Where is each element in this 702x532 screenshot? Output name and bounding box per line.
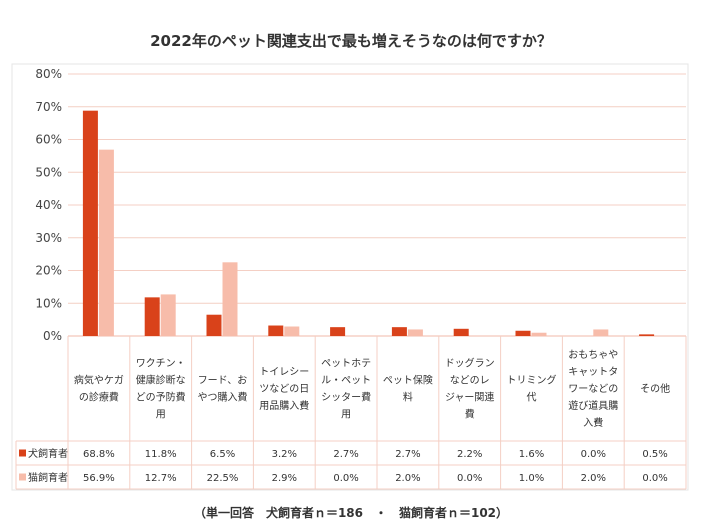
category-label: トリミング [507,374,557,387]
category-label: の診療費 [79,391,119,404]
category-label: その他 [640,382,670,395]
bar-cat [407,329,423,336]
category-label: ツなどの日 [259,383,309,395]
category-label: 健康診断な [136,374,186,387]
data-label: 12.7% [145,473,177,484]
category-label: ワーなどの [568,383,618,395]
category-label: ジャー関連 [445,391,495,404]
category-label: ワクチン・ [136,358,186,370]
data-label: 11.8% [145,449,177,460]
bar-dog [453,328,469,336]
legend-label: 猫飼育者 [28,471,68,484]
bar-dog [515,330,531,336]
category-label: 用品購入費 [259,399,309,412]
bar-dog [82,110,98,337]
category-label: ル・ペット [321,376,371,387]
data-label: 2.0% [395,473,420,484]
data-label: 2.7% [395,449,420,460]
y-tick-label: 60% [35,133,62,147]
chart-footnote: （単一回答 犬飼育者ｎ＝186 ・ 猫飼育者ｎ＝102） [193,506,509,520]
category-label: 費 [465,408,475,421]
category-label: 料 [403,391,413,404]
category-label: 遊び道具購 [568,399,618,412]
data-label: 0.5% [642,449,667,460]
bar-cat [222,262,238,336]
bar-cat [593,329,609,336]
data-label: 0.0% [581,449,606,460]
data-label: 2.9% [272,473,297,484]
category-label: フード、お [198,375,248,387]
category-label: ペット保険 [383,374,433,387]
data-label: 2.0% [581,473,606,484]
bar-cat [531,332,547,336]
bar-dog [268,325,284,336]
y-tick-label: 40% [35,198,62,212]
data-label: 1.0% [519,473,544,484]
category-label: 代 [527,392,537,404]
category-label: ペットホテ [321,358,371,370]
y-tick-label: 70% [35,100,62,114]
bar-cat [160,294,176,336]
category-label: どの予防費 [136,391,186,404]
chart-title: 2022年のペット関連支出で最も増えそうなのは何ですか？ [150,32,552,50]
data-label: 2.7% [333,449,358,460]
bar-dog [144,297,160,336]
y-tick-label: 30% [35,231,62,245]
y-tick-label: 10% [35,296,62,310]
legend-swatch [19,449,26,457]
data-label: 3.2% [272,449,297,460]
category-label: 入費 [583,416,603,429]
bar-dog [391,327,407,336]
data-label: 6.5% [210,449,235,460]
bar-dog [206,314,222,336]
category-label: キャットタ [568,366,618,378]
legend-swatch [19,473,26,481]
y-tick-label: 0% [43,329,62,343]
category-label: 病気やケガ [74,374,124,387]
category-label: やつ購入費 [198,391,248,404]
data-label: 2.2% [457,449,482,460]
category-label: おもちゃや [568,349,618,361]
data-label: 1.6% [519,449,544,460]
category-label: などのレ [450,375,490,387]
category-label: トイレシー [259,367,309,378]
chart-frame [11,63,689,491]
bar-cat [284,326,300,336]
data-label: 0.0% [642,473,667,484]
bar-cat [98,149,114,336]
data-label: 22.5% [207,473,239,484]
data-label: 56.9% [83,473,115,484]
y-tick-label: 20% [35,264,62,278]
bar-dog [330,327,346,336]
category-label: 用 [341,410,351,421]
data-label: 0.0% [457,473,482,484]
bar-dog [639,334,655,336]
y-tick-label: 80% [35,67,62,81]
category-label: ドッグラン [445,357,495,370]
category-label: シッター費 [321,391,371,404]
data-label: 0.0% [333,473,358,484]
category-label: 用 [156,410,166,421]
data-label: 68.8% [83,449,115,460]
y-tick-label: 50% [35,165,62,179]
legend-label: 犬飼育者 [28,447,68,460]
